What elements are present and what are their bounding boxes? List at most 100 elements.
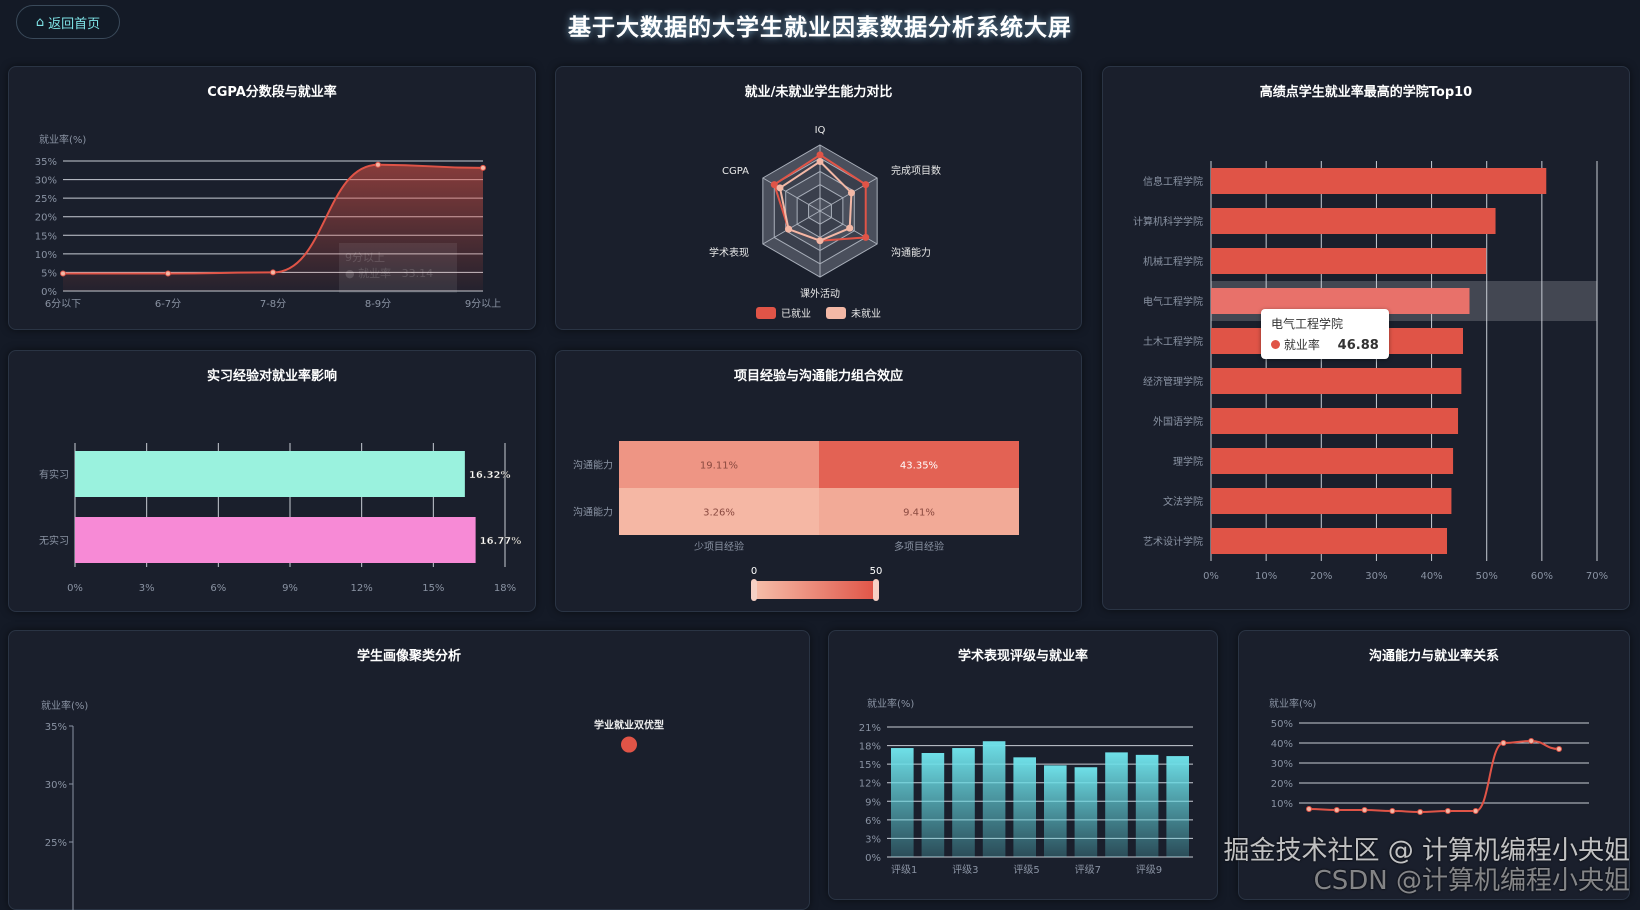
x-tick-label: 30%	[1365, 571, 1387, 582]
data-point	[270, 269, 276, 276]
data-point	[1389, 808, 1396, 814]
panel-radar: 就业/未就业学生能力对比 IQ 完成项目数 沟通能力 课外活动 学术表现 CGPA 已就业 未就…	[555, 66, 1082, 330]
x-tick-label: 7-8分	[260, 298, 286, 310]
y-tick-label: 文法学院	[1163, 495, 1203, 508]
radar-indicator-label: 课外活动	[800, 288, 840, 300]
bar	[75, 451, 465, 497]
y-tick-label: 15%	[35, 231, 57, 242]
y-tick-label: 5%	[41, 268, 57, 279]
radar-point	[816, 158, 824, 165]
bar	[982, 741, 1006, 857]
y-tick-label: 12%	[859, 779, 881, 790]
data-label: 16.32%	[469, 470, 511, 481]
y-tick-label: 0%	[865, 853, 881, 864]
bar	[891, 748, 914, 857]
bar	[1211, 448, 1454, 474]
y-tick-label: 50%	[1271, 719, 1293, 730]
x-tick-label: 评级5	[1013, 864, 1039, 876]
y-tick-label: 20%	[35, 213, 57, 224]
x-tick-label: 评级1	[891, 864, 917, 876]
radar-indicator-label: 学术表现	[709, 246, 749, 259]
cell-label: 9.41%	[903, 508, 935, 519]
data-point	[1472, 808, 1479, 814]
y-tick-label: 信息工程学院	[1143, 175, 1203, 188]
series-line	[1308, 739, 1560, 814]
home-button[interactable]: ⌂ 返回首页	[16, 5, 120, 39]
y-tick-label: 30%	[35, 176, 57, 187]
radar-indicator-label: 沟通能力	[891, 246, 931, 259]
y-tick-label: 有实习	[39, 468, 69, 481]
data-point	[480, 164, 486, 171]
data-point	[165, 270, 171, 277]
x-tick-label: 评级3	[952, 864, 978, 876]
x-tick-label: 6分以下	[45, 298, 81, 310]
bar	[1211, 488, 1452, 514]
x-tick-label: 评级9	[1136, 864, 1162, 876]
heatmap-cell	[819, 488, 1019, 535]
legend-swatch	[826, 307, 846, 319]
y-tick-label: 无实习	[39, 534, 69, 547]
visual-map-bar	[754, 581, 876, 599]
bar	[1044, 765, 1067, 857]
data-point	[1500, 740, 1507, 746]
watermark: 掘金技术社区 @ 计算机编程小央姐 CSDN @计算机编程小央姐	[1223, 836, 1630, 896]
radar-point	[862, 181, 870, 189]
y-tick-label: 外国语学院	[1153, 415, 1203, 428]
visual-map-min-label: 0	[751, 566, 757, 577]
chart-svg: 就业率(%) 0% 3% 6% 9% 12% 15% 18% 21% 评级1 评级3 评级5 评级7 评级…	[859, 697, 1193, 876]
data-point	[1528, 738, 1535, 744]
x-tick-label: 20%	[1310, 571, 1332, 582]
y-tick-label: 9%	[865, 797, 881, 808]
y-axis-label: 就业率(%)	[41, 699, 88, 712]
chart-svg: 0% 10% 20% 30% 40% 50% 60% 70% 信息工程学院计算机科学学院机械工程…	[1133, 161, 1608, 582]
panel-title: 项目经验与沟通能力组合效应	[733, 369, 903, 384]
chart-svg: 就业率(%) 10% 20% 30% 40% 50%	[1269, 697, 1589, 815]
y-axis-label: 就业率(%)	[867, 697, 914, 710]
x-tick-label: 6-7分	[155, 298, 181, 310]
home-icon: ⌂	[35, 14, 45, 30]
data-point	[1333, 807, 1340, 813]
legend-label: 未就业	[851, 307, 881, 320]
bar	[1211, 208, 1496, 234]
x-tick-label: 60%	[1531, 571, 1553, 582]
panel-cluster: 学生画像聚类分析 就业率(%) 25% 30% 35% 学业就业双优型	[8, 630, 810, 910]
x-tick-label: 70%	[1586, 571, 1608, 582]
panel-title: 就业/未就业学生能力对比	[744, 85, 893, 100]
x-tick-label: 12%	[351, 583, 373, 594]
y-tick-label: 20%	[1271, 779, 1293, 790]
radar-point	[846, 224, 854, 232]
bar	[1211, 408, 1459, 434]
x-tick-label: 40%	[1420, 571, 1442, 582]
tooltip-series: 就业率	[1283, 338, 1320, 352]
scatter-point	[621, 736, 637, 753]
y-tick-label: 35%	[35, 157, 57, 168]
chart-svg: 就业率(%) 25% 30% 35% 学业就业双优型	[41, 699, 664, 910]
y-tick-label: 21%	[859, 723, 881, 734]
y-tick-label: 30%	[1271, 759, 1293, 770]
visual-map-max-label: 50	[870, 566, 883, 577]
legend-swatch	[756, 307, 776, 319]
y-tick-label: 沟通能力	[573, 459, 613, 472]
x-tick-label: 9分以上	[465, 298, 501, 310]
point-label: 学业就业双优型	[594, 719, 664, 732]
faded-tooltip: 9分以上 ● 就业率 33.14	[339, 243, 457, 293]
panel-title: CGPA分数段与就业率	[207, 85, 337, 100]
bar	[1074, 767, 1098, 857]
tooltip-title: 电气工程学院	[1271, 317, 1344, 331]
y-tick-label: 3%	[865, 834, 881, 845]
tooltip-value: 46.88	[1337, 338, 1379, 353]
y-tick-label: 沟通能力	[573, 506, 613, 519]
y-tick-label: 25%	[35, 194, 57, 205]
y-tick-label: 10%	[35, 250, 57, 261]
visual-map-handle-max	[873, 579, 879, 601]
data-point	[1556, 746, 1562, 752]
y-tick-label: 电气工程学院	[1143, 295, 1203, 308]
x-tick-label: 15%	[422, 583, 444, 594]
visual-map-handle-min	[751, 579, 757, 601]
tooltip: 电气工程学院 就业率 46.88	[1261, 309, 1389, 359]
y-tick-label: 土木工程学院	[1143, 335, 1203, 348]
x-tick-label: 0%	[1203, 571, 1219, 582]
x-tick-label: 评级7	[1075, 864, 1101, 876]
y-tick-label: 18%	[859, 742, 881, 753]
